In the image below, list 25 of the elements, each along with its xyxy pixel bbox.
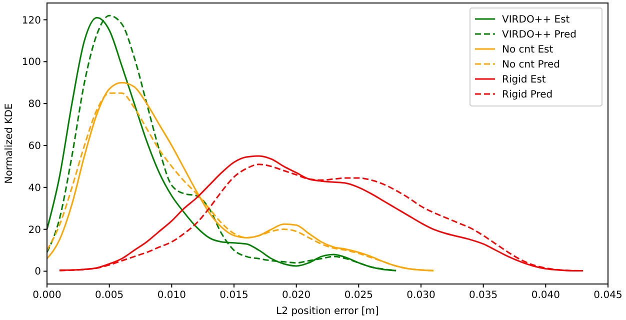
x-tick-label: 0.035: [469, 290, 498, 301]
legend-label: VIRDO++ Pred: [502, 30, 576, 40]
x-axis-title: L2 position error [m]: [276, 306, 380, 317]
y-tick-label: 60: [28, 140, 41, 152]
x-tick-label: 0.000: [32, 290, 62, 301]
legend-label: No cnt Est: [502, 44, 554, 56]
y-tick-label: 40: [28, 182, 41, 194]
legend-label: Rigid Pred: [502, 90, 553, 100]
x-tick-label: 0.020: [282, 290, 311, 301]
x-tick-label: 0.045: [594, 290, 622, 301]
y-tick-label: 20: [28, 224, 41, 236]
x-tick-label: 0.010: [157, 290, 186, 301]
y-tick-label: 120: [22, 15, 41, 26]
legend-label: No cnt Pred: [502, 60, 560, 70]
y-tick-label: 0: [34, 266, 41, 278]
x-tick-label: 0.025: [344, 290, 373, 301]
x-tick-label: 0.040: [531, 290, 560, 301]
y-tick-label: 80: [28, 99, 41, 110]
y-tick-label: 100: [22, 57, 41, 68]
x-tick-label: 0.015: [220, 290, 248, 301]
legend-label: Rigid Est: [502, 74, 546, 86]
x-tick-label: 0.005: [95, 290, 124, 301]
x-tick-label: 0.030: [406, 290, 436, 301]
legend-label: VIRDO++ Est: [502, 14, 570, 26]
y-axis-title: Normalized KDE: [4, 103, 15, 184]
